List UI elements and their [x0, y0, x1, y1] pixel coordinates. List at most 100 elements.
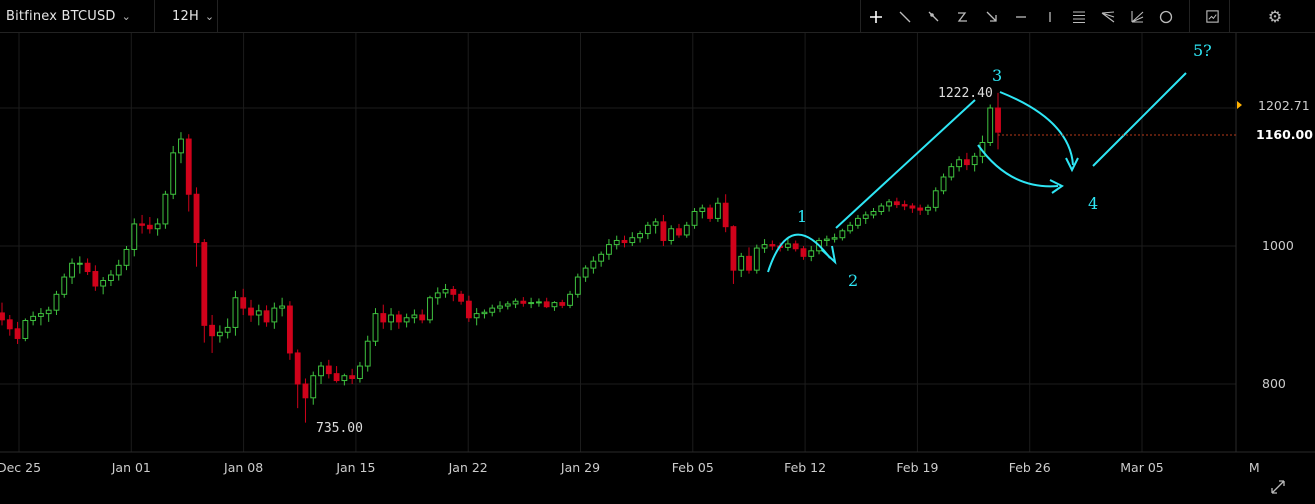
- candle: [185, 134, 192, 212]
- candle-body: [185, 138, 192, 195]
- candle-body: [590, 260, 597, 269]
- low-price-label: 735.00: [316, 421, 363, 436]
- candle: [582, 265, 589, 282]
- candle-body: [22, 320, 29, 339]
- candle: [893, 197, 900, 209]
- curve-icon[interactable]: [948, 0, 977, 33]
- candle-body: [761, 244, 768, 249]
- candle: [325, 359, 332, 379]
- annotation-line-5: [1092, 72, 1187, 167]
- arrow-icon[interactable]: [977, 0, 1006, 33]
- candle-body: [154, 223, 161, 230]
- candle: [434, 287, 441, 305]
- candle: [310, 371, 317, 405]
- candle: [567, 290, 573, 309]
- candle: [201, 239, 208, 343]
- candle-body: [294, 352, 301, 385]
- high-price-label: 1222.40: [938, 86, 993, 101]
- symbol-selector[interactable]: Bitfinex BTCUSD ⌄: [0, 0, 155, 33]
- candle-body: [37, 313, 44, 317]
- candle-body: [629, 237, 636, 244]
- candle-body: [613, 239, 620, 246]
- candle-body: [403, 317, 410, 323]
- candle: [590, 256, 597, 274]
- fan-icon[interactable]: [1122, 0, 1151, 33]
- expand-icon[interactable]: [1269, 478, 1287, 496]
- candle: [318, 361, 324, 384]
- candle-body: [855, 217, 861, 226]
- candle: [178, 132, 184, 164]
- settings-button[interactable]: ⚙: [1258, 0, 1292, 33]
- candle: [707, 204, 714, 222]
- candle: [364, 335, 371, 372]
- candle: [598, 251, 605, 267]
- candle-body: [419, 314, 426, 321]
- ray-icon[interactable]: [919, 0, 948, 33]
- candle-body: [886, 201, 892, 207]
- candle-body: [489, 307, 496, 313]
- trend-line-icon[interactable]: [890, 0, 919, 33]
- candle-body: [714, 202, 721, 219]
- candle-body: [598, 253, 605, 262]
- fib-retracement-icon[interactable]: [1064, 0, 1093, 33]
- candle: [100, 277, 107, 295]
- time-axis[interactable]: Dec 25 Jan 01 Jan 08 Jan 15 Jan 22 Jan 29 Feb …: [0, 460, 1260, 475]
- candle: [442, 283, 449, 298]
- wave-label-2: 2: [848, 271, 858, 290]
- current-price-axis-label: 1160.00: [1256, 127, 1313, 142]
- snapshot-button[interactable]: [1196, 0, 1230, 33]
- candle-body: [162, 193, 169, 225]
- candle-body: [45, 309, 52, 315]
- candle: [660, 214, 667, 246]
- wave-label-4: 4: [1088, 194, 1098, 213]
- candle: [248, 299, 254, 322]
- candle-body: [847, 224, 854, 232]
- circle-icon[interactable]: [1151, 0, 1180, 33]
- vertical-line-icon[interactable]: [1035, 0, 1064, 33]
- candle: [170, 145, 177, 200]
- candle: [115, 259, 122, 281]
- pitchfork-icon[interactable]: [1093, 0, 1122, 33]
- candle: [808, 246, 815, 262]
- candle-body: [956, 159, 963, 168]
- candle: [995, 92, 1001, 150]
- candle: [512, 298, 519, 309]
- candle-body: [325, 365, 332, 375]
- price-axis[interactable]: 800 1000: [1262, 238, 1294, 391]
- crosshair-icon[interactable]: [861, 0, 890, 33]
- candle-body: [730, 226, 737, 271]
- candle: [146, 217, 153, 234]
- vertical-gridlines: [18, 33, 1143, 452]
- candle-body: [450, 288, 457, 295]
- candle-body: [995, 107, 1001, 133]
- candle-body: [497, 305, 503, 309]
- horizontal-line-icon[interactable]: [1006, 0, 1035, 33]
- symbol-label: Bitfinex BTCUSD: [6, 9, 116, 24]
- candle-body: [925, 206, 931, 211]
- x-tick-label: Feb 05: [672, 460, 714, 475]
- candle-body: [746, 255, 752, 271]
- candle-body: [30, 315, 37, 322]
- annotation-line-up: [835, 99, 976, 229]
- candle: [419, 309, 426, 324]
- candle-body: [792, 243, 799, 250]
- chevron-down-icon: ⌄: [204, 10, 215, 23]
- candle: [948, 163, 955, 181]
- candle: [761, 239, 768, 253]
- candle-body: [520, 300, 527, 304]
- candle-body: [831, 237, 838, 240]
- candle-body: [318, 365, 324, 377]
- candle: [940, 173, 947, 195]
- interval-selector[interactable]: 12H ⌄: [163, 0, 218, 33]
- candle: [676, 223, 682, 238]
- candle: [855, 214, 861, 229]
- candle-body: [606, 244, 612, 255]
- candle: [263, 305, 270, 327]
- candle: [216, 325, 223, 343]
- candle: [862, 211, 869, 224]
- candle: [699, 204, 706, 219]
- candle-body: [823, 238, 830, 241]
- candle: [395, 310, 402, 329]
- candle-body: [909, 205, 916, 209]
